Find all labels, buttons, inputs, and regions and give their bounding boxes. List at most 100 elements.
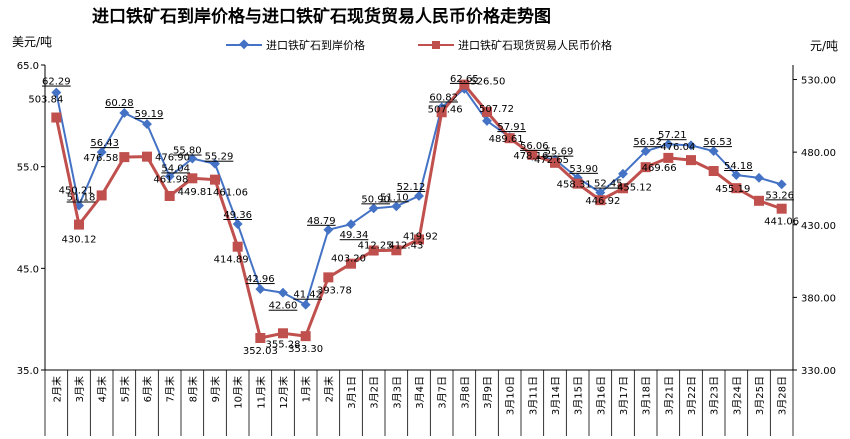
data-point-fob-price	[210, 158, 220, 169]
data-point-fob-price	[776, 179, 787, 190]
right-axis-unit: 元/吨	[810, 39, 838, 53]
x-axis-tick-label: 12月末	[277, 376, 290, 409]
x-axis-tick-label: 3月1日	[346, 376, 358, 409]
data-point-fob-price	[391, 201, 402, 212]
x-axis-tick-label: 3月3日	[391, 376, 403, 409]
x-axis-tick-label: 3月23日	[709, 376, 721, 415]
data-point-rmb-price	[119, 152, 130, 163]
data-point-fob-price	[119, 108, 130, 118]
right-axis-tick-label: 330.00	[801, 366, 836, 377]
x-axis-tick-label: 3月8日	[459, 376, 471, 409]
data-point-rmb-price	[51, 112, 62, 123]
data-label-fob-price: 60.82	[429, 92, 458, 103]
data-point-rmb-price	[482, 106, 492, 117]
left-axis-unit: 美元/吨	[12, 35, 52, 49]
x-axis-tick-label: 8月末	[186, 376, 199, 402]
data-label-rmb-price: 469.66	[642, 163, 677, 174]
left-axis-tick-label: 55.0	[17, 163, 39, 174]
data-label-fob-price: 51.10	[380, 192, 409, 203]
x-axis-tick-label: 2月末	[322, 376, 335, 402]
data-point-rmb-price	[527, 149, 538, 160]
data-label-fob-price: 54.04	[161, 163, 190, 174]
data-label-fob-price: 41.42	[293, 290, 322, 301]
data-label-fob-price: 49.36	[223, 210, 252, 221]
data-label-fob-price: 52.12	[397, 182, 426, 193]
data-point-rmb-price	[278, 328, 288, 339]
data-point-fob-price	[232, 219, 243, 229]
data-label-rmb-price: 446.92	[585, 196, 620, 207]
axes: 65.0 55.0 45.0 35.0 530.00 480.00 430.00 380.00…	[17, 61, 836, 436]
data-label-fob-price: 56.43	[90, 138, 119, 149]
data-point-fob-price	[187, 153, 198, 164]
legend-marker-rmb-price	[432, 41, 440, 49]
data-label-rmb-price: 489.61	[489, 134, 524, 145]
data-point-rmb-price	[96, 190, 107, 201]
data-point-fob-price	[618, 168, 628, 179]
right-axis-tick-label: 380.00	[801, 293, 836, 304]
x-axis-tick-label: 11月末	[254, 376, 267, 409]
data-point-rmb-price	[346, 258, 356, 269]
x-axis-tick-label: 3月25日	[754, 376, 766, 415]
chart-title: 进口铁矿石到岸价格与进口铁矿石现货贸易人民币价格走势图	[92, 6, 551, 27]
data-point-rmb-price	[232, 241, 243, 252]
data-point-rmb-price	[300, 331, 311, 342]
data-point-rmb-price	[754, 195, 764, 206]
data-label-rmb-price: 441.06	[764, 217, 799, 228]
right-axis-tick-label: 480.00	[801, 148, 836, 159]
data-point-fob-price	[346, 219, 356, 230]
data-point-fob-price	[640, 146, 651, 157]
data-point-fob-price	[708, 146, 719, 157]
x-axis-tick-label: 3月2日	[369, 376, 381, 409]
x-axis-tick-label: 7月末	[164, 376, 177, 402]
data-point-rmb-price	[255, 333, 266, 344]
data-label-fob-price: 59.19	[135, 109, 164, 120]
data-label-rmb-price: 476.90	[155, 153, 190, 164]
x-axis-tick-label: 3月11日	[527, 376, 539, 415]
x-axis-tick-label: 3月22日	[686, 376, 698, 415]
data-point-fob-price	[754, 172, 764, 183]
data-label-fob-price: 55.29	[205, 152, 234, 163]
data-label-rmb-price: 461.98	[153, 174, 188, 185]
data-label-rmb-price: 458.31	[557, 180, 592, 191]
data-point-rmb-price	[663, 152, 674, 163]
data-label-rmb-price: 476.58	[83, 153, 118, 164]
legend-marker-fob-price	[239, 39, 249, 50]
legend: 进口铁矿石到岸价格 进口铁矿石现货贸易人民币价格	[226, 38, 612, 52]
data-label-fob-price: 55.69	[545, 147, 574, 158]
data-point-fob-price	[323, 224, 334, 235]
data-point-rmb-price	[640, 162, 651, 173]
data-point-fob-price	[278, 287, 288, 298]
x-axis-tick-label: 3月21日	[663, 376, 675, 415]
data-label-rmb-price: 526.50	[470, 77, 505, 88]
data-label-fob-price: 48.79	[307, 216, 336, 227]
data-point-fob-price	[164, 171, 175, 182]
data-label-fob-price: 57.91	[497, 122, 526, 133]
data-label-fob-price: 52.45	[594, 179, 623, 190]
x-axis-tick-label: 4月末	[96, 376, 109, 402]
data-point-fob-price	[368, 203, 379, 214]
x-axis-tick-label: 3月18日	[641, 376, 653, 415]
x-axis-tick-label: 3月10日	[505, 376, 517, 415]
data-point-rmb-price	[391, 245, 402, 256]
data-point-rmb-price	[436, 107, 447, 118]
data-label-fob-price: 54.18	[724, 161, 753, 172]
x-axis-tick-label: 3月4日	[414, 376, 426, 409]
data-point-fob-price	[255, 284, 266, 295]
data-point-rmb-price	[414, 234, 424, 245]
data-point-rmb-price	[323, 272, 334, 283]
data-label-fob-price: 50.90	[361, 194, 390, 205]
x-axis-tick-label: 3月28日	[777, 376, 789, 415]
data-point-rmb-price	[210, 174, 220, 185]
x-axis-tick-label: 5月末	[118, 376, 131, 402]
data-label-fob-price: 56.53	[703, 137, 732, 148]
left-axis-tick-label: 65.0	[17, 61, 39, 72]
data-label-rmb-price: 478.16	[513, 151, 548, 162]
data-label-rmb-price: 412.25	[358, 241, 393, 252]
data-label-fob-price: 42.60	[269, 301, 298, 312]
data-point-rmb-price	[776, 203, 787, 214]
x-axis-tick-label: 3月24日	[731, 376, 743, 415]
data-point-rmb-price	[708, 166, 719, 177]
data-point-fob-price	[96, 147, 107, 158]
data-label-fob-price: 55.80	[173, 146, 202, 157]
